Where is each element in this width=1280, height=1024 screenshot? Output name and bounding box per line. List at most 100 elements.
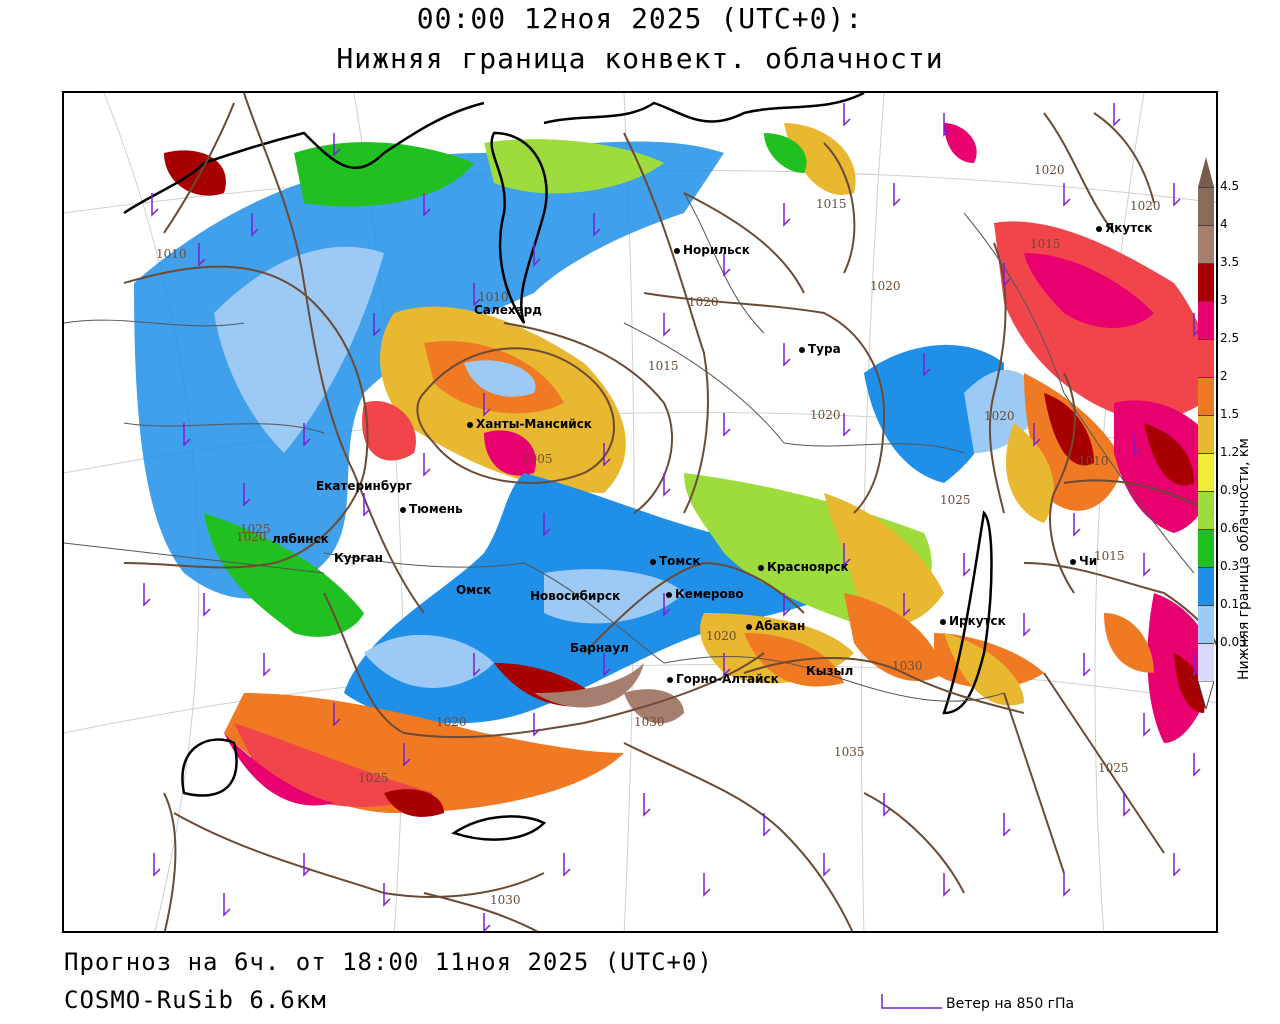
legend-overflow-wedge — [1198, 157, 1214, 187]
city-kyzyl: Кызыл — [806, 664, 853, 678]
legend-title: Нижняя граница облачности, км — [1236, 200, 1256, 680]
city-marker — [940, 618, 946, 625]
city-tomsk: Томск — [650, 554, 701, 568]
city-khanty: Ханты-Мансийск — [467, 417, 592, 431]
city-label: Курган — [334, 551, 383, 565]
legend-label: 0.9 — [1220, 483, 1240, 497]
isobar-label: 1010 — [478, 290, 509, 304]
city-label: Горно-Алтайск — [676, 672, 779, 686]
city-marker — [674, 247, 680, 254]
city-marker — [650, 558, 656, 565]
city-salekhard: Салехард — [474, 303, 542, 317]
city-gorno-altaysk: Горно-Алтайск — [667, 672, 779, 686]
isobar-label: 1015 — [816, 197, 847, 211]
isobar-label: 1005 — [522, 452, 553, 466]
city-marker — [799, 346, 805, 353]
city-kurgan: Курган — [334, 551, 383, 565]
cloud-base-field — [134, 123, 1214, 817]
legend-label: 2.5 — [1220, 331, 1240, 345]
city-ekat: Екатеринбург — [316, 479, 412, 493]
legend-label: 0.3 — [1220, 559, 1240, 573]
legend-swatch — [1198, 339, 1214, 377]
city-kemerovo: Кемерово — [666, 587, 744, 601]
legend-swatch — [1198, 415, 1214, 453]
isobar-label: 1020 — [436, 715, 467, 729]
coastlines — [123, 93, 993, 841]
legend-swatch — [1198, 529, 1214, 567]
city-marker — [758, 564, 764, 571]
wind-barb-key-icon — [881, 994, 942, 1009]
city-label: лябинск — [272, 532, 329, 546]
city-marker — [746, 623, 752, 630]
map-title-time: 00:00 12ноя 2025 (UTC+0): — [416, 2, 864, 35]
legend-label: 1.2 — [1220, 445, 1240, 459]
isobar-label: 1020 — [1034, 163, 1065, 177]
isobar-label: 1015 — [1094, 549, 1125, 563]
isobar-label: 1030 — [634, 715, 665, 729]
legend-label: 0.6 — [1220, 521, 1240, 535]
city-chita: Чи — [1070, 554, 1097, 568]
map-title-parameter: Нижняя граница конвект. облачности — [336, 42, 944, 75]
isobar-label: 1010 — [1078, 454, 1109, 468]
city-marker — [467, 421, 473, 428]
legend-swatch — [1198, 301, 1214, 339]
legend-swatch — [1198, 263, 1214, 301]
isobar-label: 1020 — [984, 409, 1015, 423]
legend-swatch — [1198, 187, 1214, 225]
isobar-label: 1025 — [240, 522, 271, 536]
city-label: Абакан — [755, 619, 806, 633]
legend-label: 4.5 — [1220, 179, 1240, 193]
city-label: Тюмень — [409, 502, 463, 516]
city-label: Ханты-Мансийск — [476, 417, 592, 431]
wind-key: Ветер на 850 гПа — [880, 990, 1180, 1014]
city-marker — [666, 591, 672, 598]
city-label: Барнаул — [570, 641, 629, 655]
legend-title-text: Нижняя граница облачности, км — [1236, 438, 1252, 680]
city-label: Якутск — [1105, 221, 1153, 235]
legend-swatch — [1198, 605, 1214, 643]
city-krasnoyarsk: Красноярск — [758, 560, 849, 574]
legend-swatch — [1198, 567, 1214, 605]
city-marker — [667, 676, 673, 683]
city-label: Чи — [1079, 554, 1098, 568]
legend-swatch — [1198, 225, 1214, 263]
city-label: Томск — [659, 554, 701, 568]
legend-label: 1.5 — [1220, 407, 1240, 421]
city-yakutsk: Якутск — [1096, 221, 1152, 235]
isobar-label: 1020 — [810, 408, 841, 422]
forecast-info: Прогноз на 6ч. от 18:00 11ноя 2025 (UTC+… — [64, 948, 713, 976]
city-irkutsk: Иркутск — [940, 614, 1006, 628]
city-label: Красноярск — [767, 560, 849, 574]
isobar-label: 1015 — [648, 359, 679, 373]
legend-swatch — [1198, 643, 1214, 681]
wind-barbs — [143, 103, 1201, 931]
city-chelyabinsk: лябинск — [272, 532, 329, 546]
city-norilsk: Норильск — [674, 243, 750, 257]
isobar-label: 1035 — [834, 745, 865, 759]
isobar-label: 1025 — [940, 493, 971, 507]
isobar-label: 1020 — [236, 530, 267, 544]
city-barnaul: Барнаул — [570, 641, 629, 655]
city-label: Новосибирск — [530, 589, 621, 603]
city-omsk: Омск — [456, 583, 491, 597]
legend-label: 4 — [1220, 217, 1228, 231]
isobar-label: 1025 — [1098, 761, 1129, 775]
city-label: Салехард — [474, 303, 542, 317]
city-label: Кемерово — [675, 587, 744, 601]
city-label: Норильск — [683, 243, 750, 257]
city-novosibirsk: Новосибирск — [530, 589, 620, 603]
isobar-label: 1015 — [1030, 237, 1061, 251]
isobar-label: 1030 — [490, 893, 521, 907]
city-abakan: Абакан — [746, 619, 805, 633]
isobar-label: 1025 — [358, 771, 389, 785]
city-label: Екатеринбург — [316, 479, 412, 493]
city-tyumen: Тюмень — [400, 502, 463, 516]
city-marker — [1070, 558, 1076, 565]
legend-swatch — [1198, 453, 1214, 491]
legend-label: 3.5 — [1220, 255, 1240, 269]
isobar-label: 1020 — [688, 295, 719, 309]
legend-label: 0.03 — [1220, 635, 1247, 649]
city-label: Иркутск — [949, 614, 1006, 628]
city-marker — [400, 506, 406, 513]
legend-swatch — [1198, 491, 1214, 529]
